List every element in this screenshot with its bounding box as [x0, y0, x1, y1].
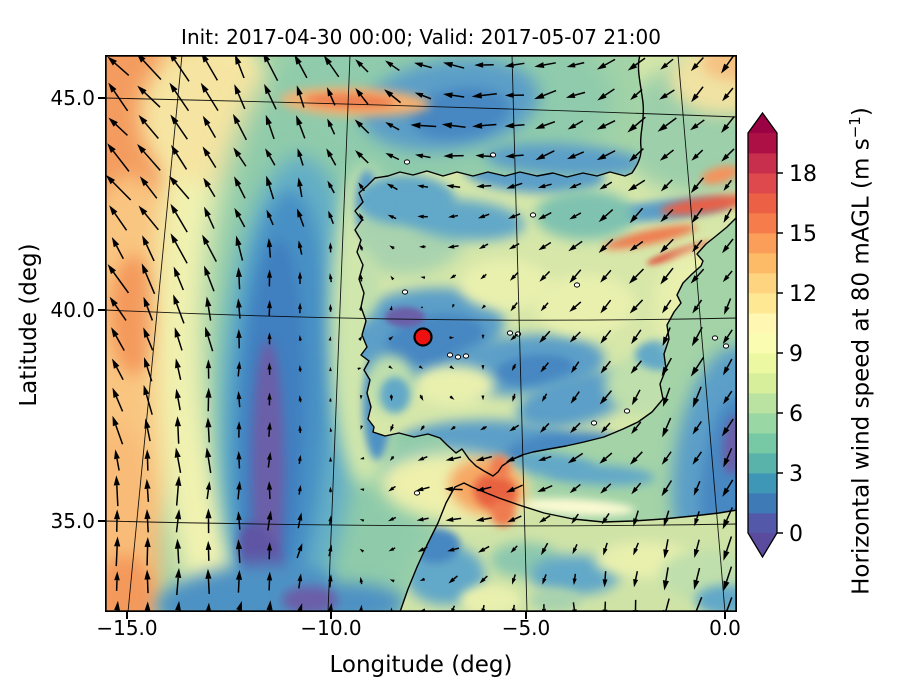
x-tick-mark — [525, 612, 527, 619]
colorbar-area: 0 3 6 9 12 15 18 — [744, 105, 894, 575]
x-axis-label: Longitude (deg) — [329, 652, 513, 678]
y-tick-mark — [98, 520, 105, 522]
colorbar-ticks: 0 3 6 9 12 15 18 — [777, 162, 817, 547]
colorbar-tick-label: 6 — [789, 402, 803, 427]
colorbar-label: Horizontal wind speed at 80 mAGL (m s−1) — [846, 107, 875, 595]
plot-title: Init: 2017-04-30 00:00; Valid: 2017-05-0… — [181, 25, 661, 49]
x-tick-mark — [724, 612, 726, 619]
coastline-africa — [399, 482, 737, 612]
x-tick-label: −15.0 — [96, 616, 158, 640]
colorbar: 0 3 6 9 12 15 18 — [747, 111, 817, 559]
site-marker-dot — [413, 327, 433, 347]
x-tick-mark — [126, 612, 128, 619]
colorbar-tick-label: 12 — [789, 282, 817, 307]
x-tick-label: −10.0 — [300, 616, 362, 640]
colorbar-segments — [748, 113, 777, 557]
colorbar-label-superscript: −1 — [846, 116, 864, 139]
contour-field — [105, 55, 737, 612]
x-tick-label: −5.0 — [501, 616, 551, 640]
colorbar-tick-label: 15 — [789, 222, 817, 247]
x-tick-mark — [330, 612, 332, 619]
y-tick-label: 35.0 — [50, 509, 95, 533]
y-tick-mark — [98, 97, 105, 99]
y-tick-label: 40.0 — [50, 298, 95, 322]
colorbar-tick-label: 3 — [789, 462, 803, 487]
x-tick-label: 0.0 — [709, 616, 741, 640]
y-tick-label: 45.0 — [50, 86, 95, 110]
coastline-iberia — [354, 55, 737, 477]
y-axis-label: Latitude (deg) — [16, 243, 42, 407]
colorbar-tick-label: 9 — [789, 342, 803, 367]
wind-arrows — [105, 55, 735, 612]
wind-map — [104, 54, 738, 613]
map-plot-area — [104, 54, 738, 613]
colorbar-tick-label: 18 — [789, 162, 817, 187]
colorbar-tick-label: 0 — [789, 522, 803, 547]
y-tick-mark — [98, 309, 105, 311]
